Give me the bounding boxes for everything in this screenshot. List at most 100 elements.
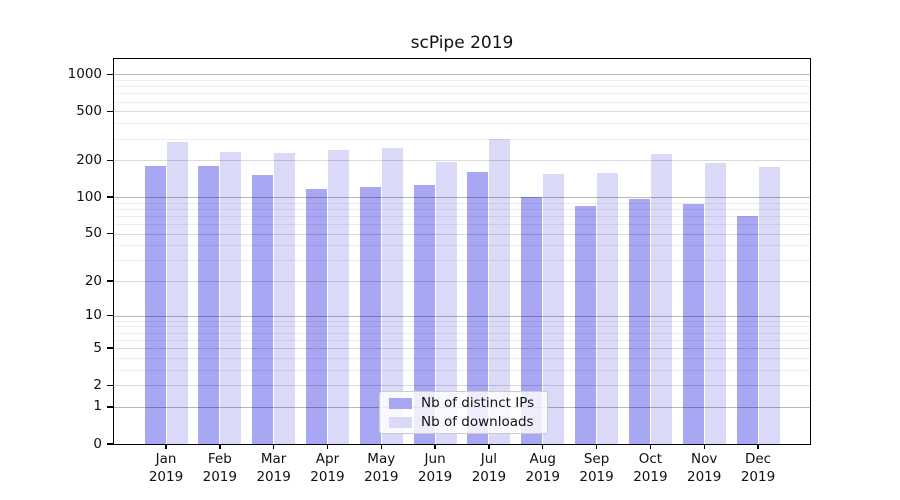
gridline-minor xyxy=(114,357,810,359)
y-tick-label-50: 50 xyxy=(84,225,102,242)
gridline-minor xyxy=(114,260,810,262)
bar-downloads-sep xyxy=(597,173,619,444)
bar-distinct-ips-jan xyxy=(144,165,166,444)
x-tick-mar xyxy=(272,444,275,449)
bar-distinct-ips-sep xyxy=(575,205,597,444)
legend: Nb of distinct IPs Nb of downloads xyxy=(379,391,548,434)
y-tick-2 xyxy=(107,384,114,386)
y-tick-label-2: 2 xyxy=(93,376,102,393)
y-tick-label-200: 200 xyxy=(76,151,102,168)
bar-distinct-ips-jul xyxy=(467,172,489,444)
x-tick-apr xyxy=(326,444,329,449)
gridline-minor xyxy=(114,138,810,140)
legend-row-distinct-ips: Nb of distinct IPs xyxy=(389,395,547,411)
gridline-minor xyxy=(114,332,810,334)
gridline-1000 xyxy=(114,74,810,76)
x-tick-label-may: May 2019 xyxy=(364,451,399,485)
y-tick-20 xyxy=(107,280,114,282)
y-tick-500 xyxy=(107,110,114,113)
bar-downloads-dec xyxy=(758,166,780,444)
bar-downloads-jun xyxy=(435,161,457,444)
x-tick-jan xyxy=(165,444,167,449)
bar-distinct-ips-may xyxy=(359,186,381,444)
x-tick-label-jun: Jun 2019 xyxy=(417,451,453,485)
bar-downloads-nov xyxy=(704,162,726,444)
gridline-minor xyxy=(114,320,810,322)
x-tick-dec xyxy=(757,444,759,449)
x-tick-may xyxy=(380,444,382,449)
x-tick-label-dec: Dec 2019 xyxy=(740,451,776,485)
gridline-minor xyxy=(114,123,810,125)
y-tick-5 xyxy=(107,347,114,349)
gridline-minor xyxy=(114,224,810,226)
x-tick-label-aug: Aug 2019 xyxy=(525,451,560,485)
gridline-2 xyxy=(114,385,810,387)
legend-label-distinct-ips: Nb of distinct IPs xyxy=(421,395,535,411)
x-tick-label-sep: Sep 2019 xyxy=(579,451,614,485)
y-tick-label-100: 100 xyxy=(76,188,102,205)
x-tick-jun xyxy=(434,444,436,449)
gridline-minor xyxy=(114,245,810,247)
bar-distinct-ips-oct xyxy=(628,199,650,444)
bar-downloads-aug xyxy=(543,174,565,444)
legend-swatch-downloads xyxy=(389,416,412,428)
bar-distinct-ips-aug xyxy=(521,197,543,444)
x-tick-jul xyxy=(488,444,490,449)
chart-title: scPipe 2019 xyxy=(410,33,514,53)
gridline-minor xyxy=(114,101,810,103)
x-tick-label-oct: Oct 2019 xyxy=(633,451,668,485)
gridline-50 xyxy=(114,233,810,235)
x-tick-label-nov: Nov 2019 xyxy=(687,451,722,485)
bar-downloads-jul xyxy=(489,139,511,444)
gridline-minor xyxy=(114,79,810,81)
y-tick-label-1: 1 xyxy=(93,398,102,415)
gridline-minor xyxy=(114,93,810,95)
y-tick-1 xyxy=(107,406,114,408)
gridline-minor xyxy=(114,86,810,88)
y-tick-0 xyxy=(107,443,114,445)
bar-distinct-ips-jun xyxy=(413,185,435,444)
y-tick-label-10: 10 xyxy=(84,307,102,324)
bar-downloads-mar xyxy=(274,153,296,444)
bar-distinct-ips-feb xyxy=(198,165,220,444)
gridline-minor xyxy=(114,215,810,217)
y-tick-100 xyxy=(107,196,114,198)
legend-swatch-distinct-ips xyxy=(389,397,412,409)
y-tick-10 xyxy=(107,315,114,317)
gridline-minor xyxy=(114,326,810,328)
x-tick-label-jan: Jan 2019 xyxy=(148,451,184,485)
bar-distinct-ips-apr xyxy=(305,188,327,444)
gridline-minor xyxy=(114,339,810,341)
x-tick-aug xyxy=(542,444,544,449)
bar-downloads-jan xyxy=(166,142,188,444)
x-tick-nov xyxy=(703,444,705,449)
y-tick-label-20: 20 xyxy=(84,272,102,289)
y-tick-label-500: 500 xyxy=(76,102,102,119)
y-tick-label-1000: 1000 xyxy=(67,65,102,82)
x-tick-feb xyxy=(219,444,221,449)
y-tick-200 xyxy=(107,159,114,161)
bar-downloads-apr xyxy=(327,150,349,444)
gridline-200 xyxy=(114,160,810,162)
bar-distinct-ips-dec xyxy=(736,215,758,444)
gridline-100 xyxy=(114,197,810,199)
bar-downloads-may xyxy=(381,148,403,444)
x-tick-oct xyxy=(649,444,652,449)
x-tick-label-jul: Jul 2019 xyxy=(471,451,507,485)
legend-label-downloads: Nb of downloads xyxy=(421,414,534,430)
x-tick-label-mar: Mar 2019 xyxy=(256,451,291,485)
gridline-500 xyxy=(114,111,810,113)
gridline-20 xyxy=(114,281,810,283)
legend-row-downloads: Nb of downloads xyxy=(389,414,547,430)
gridline-minor xyxy=(114,208,810,210)
gridline-minor xyxy=(114,369,810,371)
y-tick-1000 xyxy=(107,73,114,76)
y-tick-label-0: 0 xyxy=(93,435,102,452)
x-tick-label-apr: Apr 2019 xyxy=(310,451,345,485)
gridline-5 xyxy=(114,348,810,350)
bar-distinct-ips-nov xyxy=(682,204,704,444)
gridline-minor xyxy=(114,202,810,204)
gridline-10 xyxy=(114,315,810,317)
bar-downloads-feb xyxy=(220,151,242,444)
